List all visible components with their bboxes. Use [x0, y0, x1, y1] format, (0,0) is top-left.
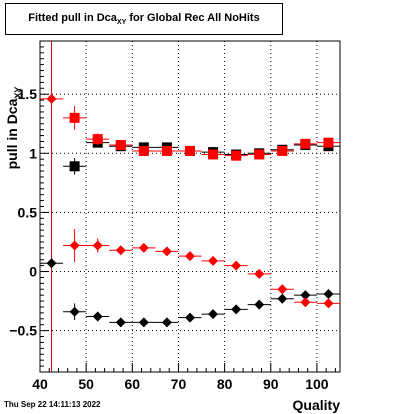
series-2 — [63, 106, 340, 161]
data-point-diamond — [185, 251, 195, 262]
x-tick-label: 90 — [263, 376, 279, 392]
data-point-diamond — [323, 288, 334, 299]
x-tick-label: 50 — [78, 376, 94, 392]
data-point-diamond — [161, 246, 172, 257]
data-point-diamond — [161, 317, 172, 328]
data-point-diamond — [138, 317, 149, 328]
data-point-diamond — [115, 245, 126, 256]
chart-title-rest: for Global Rec All NoHits — [129, 12, 260, 24]
x-tick-label: 80 — [217, 376, 233, 392]
data-point-square — [323, 137, 334, 148]
data-point-diamond — [185, 312, 195, 323]
series-4 — [40, 93, 340, 309]
data-point-square — [69, 161, 80, 172]
data-point-square — [300, 138, 311, 149]
x-tick-label: 60 — [125, 376, 141, 392]
data-point-diamond — [231, 304, 242, 315]
series-3 — [40, 258, 340, 328]
data-point-diamond — [138, 242, 149, 253]
x-axis-label: Quality — [292, 397, 340, 413]
data-point-diamond — [231, 260, 242, 271]
data-point-square — [138, 145, 149, 156]
data-point-square — [277, 145, 288, 156]
data-point-diamond — [254, 299, 265, 310]
axis-ticks: 40 50 60 70 80 90 100 −0.5 0 0.5 1 1.5 — [9, 40, 336, 392]
y-axis-label-main: pull in Dca — [4, 98, 20, 169]
data-point-diamond — [92, 311, 103, 322]
data-point-square — [254, 149, 265, 160]
data-point-diamond — [208, 309, 219, 320]
data-point-diamond — [277, 293, 288, 304]
y-axis-label-sub: XY — [13, 87, 23, 99]
data-point-diamond — [208, 255, 219, 266]
data-point-square — [161, 145, 172, 156]
x-tick-label: 40 — [32, 376, 48, 392]
data-point-diamond — [69, 306, 80, 317]
data-point-diamond — [254, 268, 265, 279]
y-tick-label: 1 — [29, 145, 37, 161]
data-point-diamond — [92, 240, 103, 251]
data-point-diamond — [300, 290, 311, 301]
data-point-diamond — [69, 240, 80, 251]
footer-timestamp: Thu Sep 22 14:11:13 2022 — [4, 400, 101, 409]
data-point-square — [185, 145, 195, 156]
y-tick-label: 0.5 — [18, 204, 38, 220]
y-tick-label: 1.5 — [18, 86, 38, 102]
data-point-diamond — [300, 297, 311, 308]
x-tick-label: 100 — [305, 376, 329, 392]
data-point-square — [92, 134, 103, 145]
y-tick-label: −0.5 — [9, 323, 37, 339]
data-point-diamond — [46, 93, 57, 104]
series-1 — [63, 137, 340, 175]
data-points — [40, 93, 340, 328]
chart-title: Fitted pull in DcaXY for Global Rec All … — [6, 12, 282, 26]
data-point-square — [231, 150, 242, 161]
data-point-square — [115, 140, 126, 151]
chart-title-subscript: XY — [116, 19, 127, 27]
y-tick-label: 0 — [29, 264, 37, 280]
data-point-diamond — [323, 298, 334, 309]
x-tick-label: 70 — [171, 376, 187, 392]
data-point-diamond — [277, 284, 288, 295]
data-point-diamond — [115, 317, 126, 328]
data-point-diamond — [46, 258, 57, 269]
data-point-square — [69, 112, 80, 123]
data-point-square — [208, 149, 219, 160]
y-axis-label: pull in DcaXY — [4, 87, 23, 170]
chart-title-box: Fitted pull in DcaXY for Global Rec All … — [5, 3, 283, 35]
chart-title-main: Fitted pull in Dca — [28, 12, 117, 24]
